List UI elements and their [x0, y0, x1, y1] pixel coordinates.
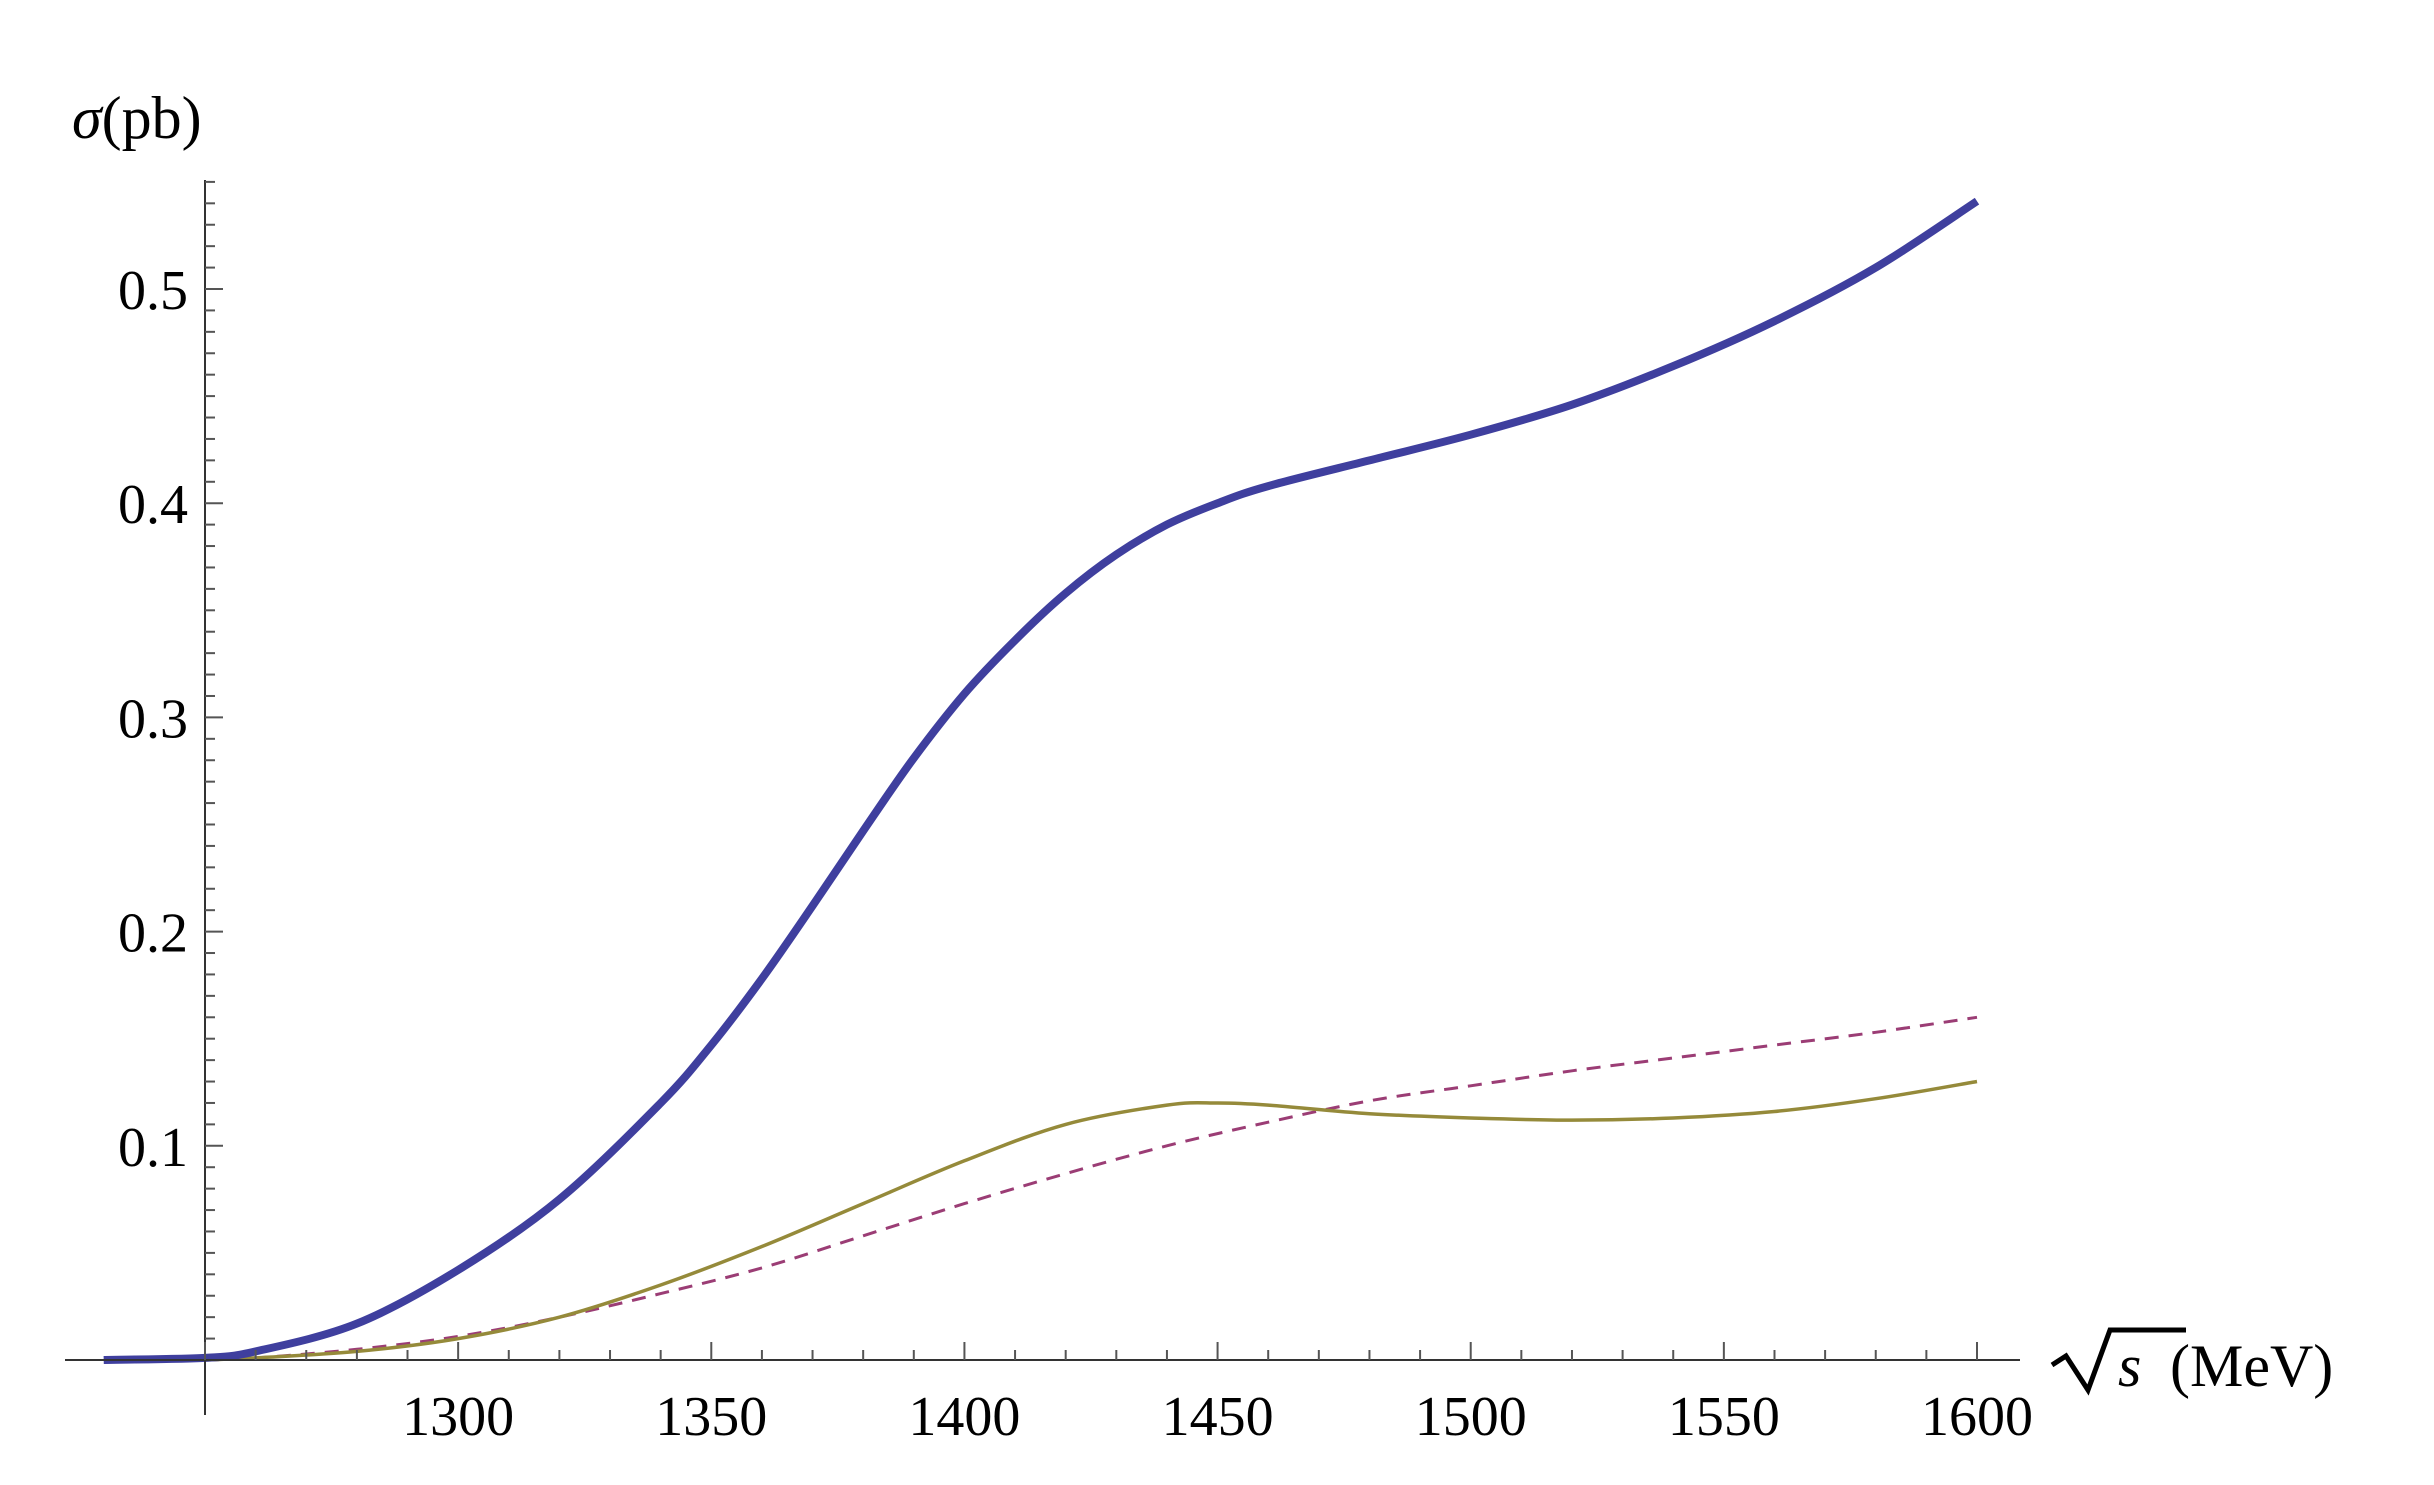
- x-tick-label: 1450: [1162, 1386, 1274, 1448]
- y-tick-label: 0.4: [118, 474, 188, 536]
- x-tick-label: 1500: [1415, 1386, 1527, 1448]
- x-tick-label: 1400: [908, 1386, 1020, 1448]
- x-tick-label: 1300: [402, 1386, 514, 1448]
- series-layer: [103, 197, 1980, 1364]
- series-line-2: [204, 1015, 1978, 1362]
- x-tick-label: 1600: [1921, 1386, 2033, 1448]
- x-axis-title: s (MeV): [2050, 1327, 2333, 1399]
- y-axis-symbol: σ: [72, 85, 104, 151]
- x-axis-symbol: s: [2118, 1333, 2141, 1399]
- series-line-1: [103, 197, 1980, 1364]
- y-tick-label: 0.2: [118, 903, 188, 965]
- x-axis-unit: (MeV): [2170, 1333, 2333, 1399]
- y-axis-unit: (pb): [102, 85, 202, 151]
- axes-layer: [65, 180, 2020, 1415]
- y-tick-label: 0.1: [118, 1117, 188, 1179]
- x-tick-label: 1350: [655, 1386, 767, 1448]
- y-tick-label: 0.5: [118, 260, 188, 322]
- x-ticks: 1300 1350 1400 1450 1500 1550 1600: [204, 1342, 2033, 1448]
- y-ticks: 0.1 0.2 0.3 0.4 0.5: [118, 180, 223, 1340]
- sqrt-radical-icon: [2050, 1327, 2186, 1396]
- series-line-3: [204, 1079, 1978, 1362]
- x-tick-label: 1550: [1668, 1386, 1780, 1448]
- y-tick-label: 0.3: [118, 688, 188, 750]
- y-axis-title: σ(pb): [72, 85, 202, 151]
